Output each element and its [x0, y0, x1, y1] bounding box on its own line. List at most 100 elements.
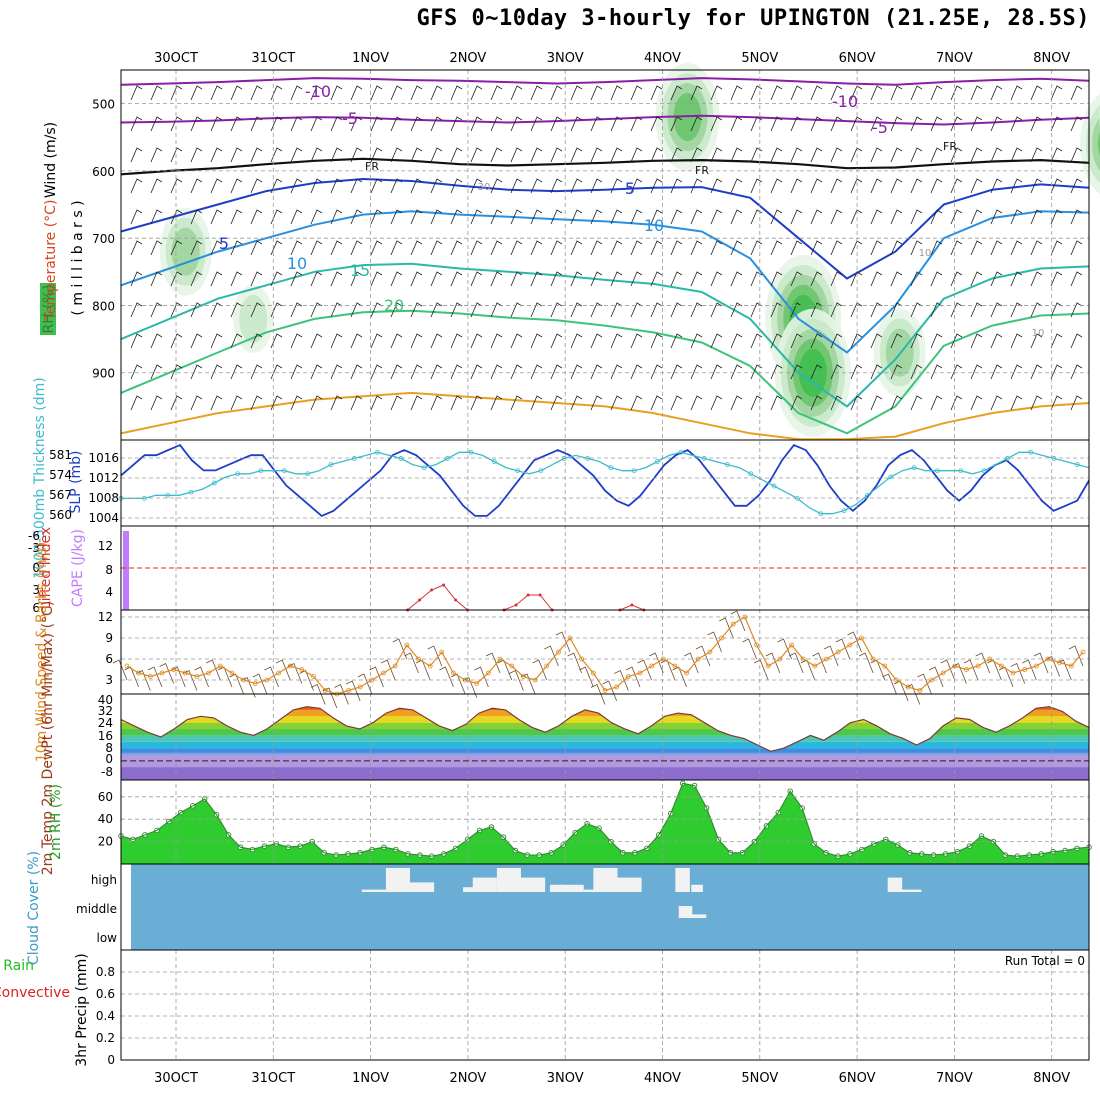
date-label-top: 5NOV: [741, 51, 778, 66]
wind-barb-10m: [334, 683, 349, 705]
wind-barb: [130, 333, 143, 349]
wind-barb: [1030, 209, 1043, 225]
wind-barb: [890, 85, 903, 101]
wind-barb: [410, 178, 423, 194]
wind-barb-10m: [404, 652, 419, 674]
upper-legend-label: Wind (m/s): [43, 122, 59, 198]
upper-ylabel: ( m i l l i b a r s ): [70, 200, 86, 315]
wind-barb: [250, 147, 263, 163]
slp-tick-label: 1004: [88, 511, 119, 525]
wind-barb: [590, 333, 603, 349]
wind-barb-10m: [812, 652, 827, 674]
date-label-bottom: 30OCT: [154, 1071, 198, 1086]
wind-barb-10m: [1068, 645, 1084, 667]
wind-speed-marker: [940, 670, 946, 676]
wind-barb: [950, 271, 963, 287]
temp-band: [121, 709, 1089, 717]
wind-barb: [1010, 271, 1023, 287]
wind-barb: [190, 85, 203, 101]
wind-barb-10m: [229, 673, 244, 695]
wind-barb: [330, 395, 343, 411]
cloud-bar: [559, 884, 584, 892]
pressure-tick-label: 900: [92, 367, 115, 381]
wind-barb: [450, 364, 463, 380]
wind-barb: [470, 333, 483, 349]
wind-barb: [730, 395, 743, 411]
wind-barb: [510, 240, 523, 256]
wind-barb: [290, 178, 303, 194]
wind-speed-marker: [381, 670, 386, 676]
wind-barb: [310, 147, 323, 163]
isotherm-line: [120, 177, 1090, 280]
wind-barb: [650, 271, 663, 287]
wind-barb: [1010, 302, 1023, 318]
wind-barb: [950, 302, 963, 318]
wind-barb: [690, 395, 703, 411]
wind-barb: [750, 240, 763, 256]
wind-barb-10m: [789, 652, 804, 674]
li-tick-label: -6: [28, 529, 40, 543]
wind-barb: [130, 395, 143, 411]
wind-barb: [1070, 240, 1083, 256]
wind-barb-10m: [555, 631, 571, 653]
wind-barb: [150, 302, 163, 318]
wind-barb: [250, 240, 263, 256]
dewpoint-base-band-dark: [121, 767, 1089, 780]
wind-barb: [690, 333, 703, 349]
wind-barb: [490, 240, 503, 256]
wind-barb: [850, 333, 863, 349]
wind-barb: [430, 395, 443, 411]
wind-barb: [990, 85, 1003, 101]
thickness-marker: [1004, 456, 1010, 461]
wind-barb: [510, 364, 523, 380]
wind-barb: [770, 85, 783, 101]
rh-shade-blob: [1092, 116, 1100, 172]
wind-barb: [1050, 333, 1063, 349]
panel-frame-slp: [120, 439, 1090, 527]
wind-barb: [350, 116, 363, 132]
wind-barb: [510, 302, 523, 318]
wind-barb: [950, 116, 963, 132]
wind-barb: [130, 364, 143, 380]
thickness-marker: [888, 474, 894, 480]
wind-barb: [810, 364, 823, 380]
wind-barb: [790, 209, 803, 225]
wind-barb: [250, 395, 263, 411]
wind-barb: [1010, 85, 1023, 101]
wind-barb: [370, 302, 383, 318]
wind-barb: [570, 364, 583, 380]
wind-barb: [930, 147, 943, 163]
upper-legend-label: Temperature (°C): [43, 200, 59, 322]
wind-barb: [710, 302, 723, 318]
wind-barb: [590, 209, 603, 225]
wind-barb: [790, 333, 803, 349]
wind-barb: [130, 240, 143, 256]
slp-tick-label: 1008: [88, 491, 119, 505]
wind-barb: [710, 178, 723, 194]
wind-barb: [810, 271, 823, 287]
wind-barb: [610, 240, 623, 256]
wind-barb: [1070, 209, 1083, 225]
wind-barb: [850, 178, 863, 194]
wind-barb: [810, 302, 823, 318]
wind-barb: [1070, 178, 1083, 194]
wind-barb: [210, 209, 223, 225]
wind-barb: [170, 333, 183, 349]
wind-barb: [570, 240, 583, 256]
wind-barb-10m: [707, 631, 722, 653]
wind-speed-marker: [276, 670, 281, 676]
thickness-tick-label: 574: [49, 468, 72, 482]
li-tick-label: 0: [32, 561, 40, 575]
wind-speed-marker: [544, 663, 550, 669]
wind-barb: [510, 178, 523, 194]
wind-barb-10m: [695, 645, 711, 667]
wind-barb: [490, 178, 503, 194]
wind-barb: [710, 333, 723, 349]
wind-barb: [150, 364, 163, 380]
wind-barb: [1030, 240, 1043, 256]
wind-barb: [530, 85, 543, 101]
wind-barb: [950, 178, 963, 194]
temp-tick-label: 24: [98, 716, 113, 730]
wind-speed-marker: [1080, 649, 1086, 655]
precip-legend-total: Total / Rain: [0, 958, 34, 974]
